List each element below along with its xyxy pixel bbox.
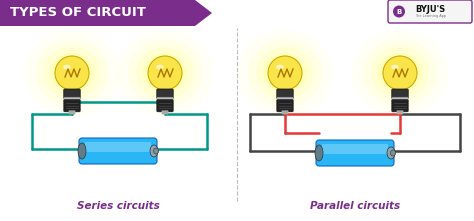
Ellipse shape (43, 47, 101, 99)
FancyBboxPatch shape (388, 0, 472, 23)
Ellipse shape (63, 65, 71, 69)
Circle shape (383, 56, 417, 90)
FancyBboxPatch shape (282, 110, 288, 114)
Ellipse shape (352, 30, 447, 116)
Ellipse shape (78, 143, 86, 159)
FancyBboxPatch shape (392, 97, 408, 101)
Circle shape (268, 56, 302, 90)
Ellipse shape (50, 53, 94, 93)
Ellipse shape (150, 145, 158, 157)
Ellipse shape (128, 39, 202, 107)
FancyBboxPatch shape (79, 138, 157, 164)
FancyBboxPatch shape (157, 89, 173, 99)
Ellipse shape (247, 39, 322, 107)
Circle shape (55, 56, 89, 90)
Ellipse shape (276, 65, 284, 69)
Ellipse shape (136, 47, 194, 99)
FancyBboxPatch shape (85, 142, 151, 152)
Ellipse shape (237, 30, 333, 116)
Ellipse shape (315, 145, 323, 161)
FancyBboxPatch shape (277, 89, 293, 99)
FancyBboxPatch shape (69, 110, 75, 114)
Ellipse shape (143, 53, 187, 93)
Ellipse shape (35, 39, 109, 107)
Text: BYJU'S: BYJU'S (415, 4, 445, 13)
Ellipse shape (156, 65, 164, 69)
Ellipse shape (154, 148, 158, 154)
FancyBboxPatch shape (277, 100, 293, 112)
Text: B: B (396, 8, 401, 15)
Circle shape (148, 56, 182, 90)
Ellipse shape (256, 47, 314, 99)
FancyBboxPatch shape (157, 100, 173, 112)
FancyBboxPatch shape (162, 110, 168, 114)
FancyBboxPatch shape (64, 100, 80, 112)
FancyBboxPatch shape (316, 140, 394, 166)
Text: Series circuits: Series circuits (77, 201, 159, 211)
Polygon shape (0, 0, 212, 26)
Ellipse shape (363, 39, 438, 107)
Circle shape (393, 6, 405, 17)
FancyBboxPatch shape (64, 97, 80, 101)
Ellipse shape (387, 147, 395, 159)
Ellipse shape (391, 150, 395, 156)
FancyBboxPatch shape (64, 89, 80, 99)
FancyBboxPatch shape (397, 110, 403, 114)
Ellipse shape (263, 53, 307, 93)
FancyBboxPatch shape (392, 100, 408, 112)
Ellipse shape (118, 30, 213, 116)
Text: Parallel circuits: Parallel circuits (310, 201, 400, 211)
Ellipse shape (24, 30, 119, 116)
FancyBboxPatch shape (277, 97, 293, 101)
Ellipse shape (378, 53, 422, 93)
Ellipse shape (391, 65, 399, 69)
Text: TYPES OF CIRCUIT: TYPES OF CIRCUIT (10, 6, 146, 19)
Ellipse shape (371, 47, 429, 99)
FancyBboxPatch shape (392, 89, 408, 99)
FancyBboxPatch shape (157, 97, 173, 101)
Text: The Learning App: The Learning App (415, 14, 446, 18)
FancyBboxPatch shape (322, 144, 388, 154)
